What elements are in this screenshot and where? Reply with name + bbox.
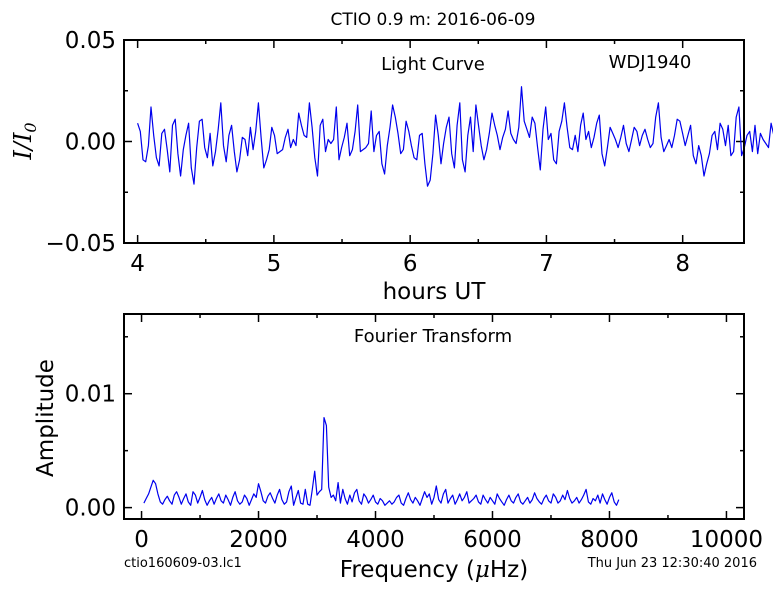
light-curve-annotation: Light Curve bbox=[381, 54, 485, 75]
y-tick-label: 0.01 bbox=[65, 382, 116, 408]
top-ylabel-sub: 0 bbox=[21, 122, 40, 132]
x-tick-label: 6000 bbox=[463, 527, 522, 553]
light-curve-panel: 4 5 6 7 8 −0.05 0.00 0.05 Light Curve WDJ1940 h… bbox=[9, 28, 773, 305]
x-tick-label: 10000 bbox=[690, 527, 763, 553]
fourier-transform-panel: 0 2000 4000 6000 8000 10000 0.00 0.01 Fourier T… bbox=[33, 313, 763, 583]
bottom-tick-labels: 0 2000 4000 6000 8000 10000 0.00 0.01 bbox=[65, 382, 763, 553]
top-axes-frame bbox=[123, 39, 745, 244]
bottom-ylabel: Amplitude bbox=[33, 359, 59, 477]
y-tick-label: −0.05 bbox=[46, 231, 116, 257]
target-label: WDJ1940 bbox=[609, 52, 692, 73]
x-tick-label: 8000 bbox=[580, 527, 639, 553]
x-tick-label: 4 bbox=[130, 251, 145, 277]
x-tick-label: 2000 bbox=[229, 527, 288, 553]
bottom-xlabel-post: Hz) bbox=[490, 557, 528, 583]
figure-title: CTIO 0.9 m: 2016-06-09 bbox=[331, 10, 536, 30]
bottom-axes-frame bbox=[123, 313, 745, 520]
x-tick-label: 6 bbox=[403, 251, 418, 277]
bottom-tick-marks bbox=[124, 314, 744, 519]
top-xlabel: hours UT bbox=[383, 279, 487, 305]
top-ylabel: I/I0 bbox=[9, 122, 40, 160]
footer-timestamp: Thu Jun 23 12:30:40 2016 bbox=[587, 556, 757, 571]
fourier-series-line bbox=[143, 417, 620, 506]
footer-filename: ctio160609-03.lc1 bbox=[124, 556, 242, 571]
x-tick-label: 4000 bbox=[346, 527, 405, 553]
x-tick-label: 8 bbox=[675, 251, 690, 277]
y-tick-label: 0.05 bbox=[65, 28, 116, 54]
x-tick-label: 7 bbox=[539, 251, 554, 277]
bottom-xlabel-pre: Frequency ( bbox=[340, 557, 475, 583]
x-tick-label: 0 bbox=[134, 527, 149, 553]
y-tick-label: 0.00 bbox=[65, 130, 116, 156]
bottom-xlabel: Frequency (μHz) bbox=[340, 557, 528, 583]
y-tick-label: 0.00 bbox=[65, 496, 116, 522]
x-tick-label: 5 bbox=[267, 251, 282, 277]
light-curve-series-line bbox=[137, 86, 773, 187]
bottom-xlabel-mu: μ bbox=[475, 557, 490, 583]
top-ylabel-main: I/I bbox=[9, 132, 37, 161]
fourier-annotation: Fourier Transform bbox=[354, 326, 512, 347]
top-tick-labels: 4 5 6 7 8 −0.05 0.00 0.05 bbox=[46, 28, 690, 277]
